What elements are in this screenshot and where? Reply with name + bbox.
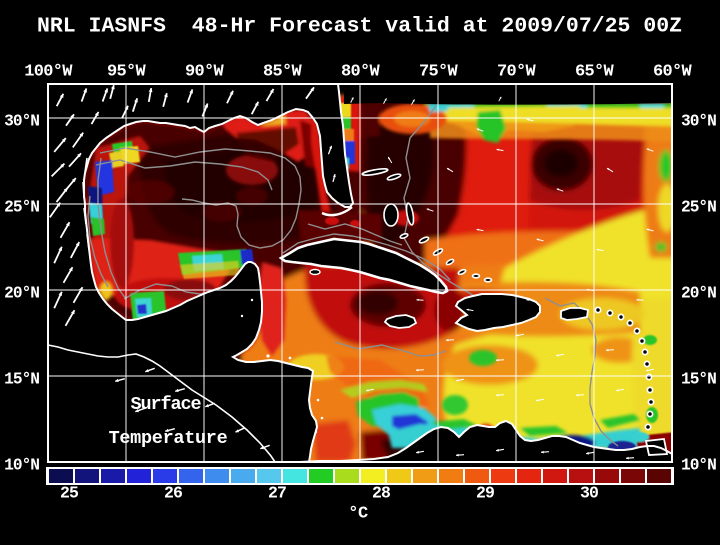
svg-text:85°W: 85°W (263, 63, 303, 82)
svg-text:60°W: 60°W (653, 63, 693, 82)
svg-text:80°W: 80°W (341, 63, 381, 82)
svg-text:75°W: 75°W (419, 63, 459, 82)
svg-text:90°W: 90°W (185, 63, 225, 82)
svg-text:15°N: 15°N (681, 370, 716, 388)
svg-text:10°N: 10°N (4, 456, 39, 474)
svg-text:20°N: 20°N (4, 284, 39, 302)
svg-text:28: 28 (372, 484, 391, 503)
svg-text:70°W: 70°W (497, 63, 537, 82)
svg-text:30°N: 30°N (4, 112, 39, 130)
svg-text:NRL IASNFS 48-Hr Forecast val: NRL IASNFS 48-Hr Forecast valid at 2009/… (37, 15, 682, 39)
svg-text:95°W: 95°W (107, 63, 147, 82)
svg-text:29: 29 (476, 484, 494, 503)
svg-text:°C: °C (348, 505, 368, 524)
svg-text:20°N: 20°N (681, 284, 716, 302)
svg-text:30°N: 30°N (681, 112, 716, 130)
svg-text:15°N: 15°N (4, 370, 39, 388)
svg-text:100°W: 100°W (24, 63, 73, 82)
svg-text:25: 25 (60, 484, 79, 503)
svg-text:25°N: 25°N (681, 198, 716, 216)
svg-text:25°N: 25°N (4, 198, 39, 216)
svg-text:27: 27 (268, 484, 286, 503)
svg-text:26: 26 (164, 484, 182, 503)
svg-text:Surface: Surface (130, 394, 201, 415)
svg-text:Temperature: Temperature (109, 428, 228, 449)
svg-text:65°W: 65°W (575, 63, 615, 82)
svg-text:10°N: 10°N (681, 456, 716, 474)
svg-text:30: 30 (580, 484, 598, 503)
